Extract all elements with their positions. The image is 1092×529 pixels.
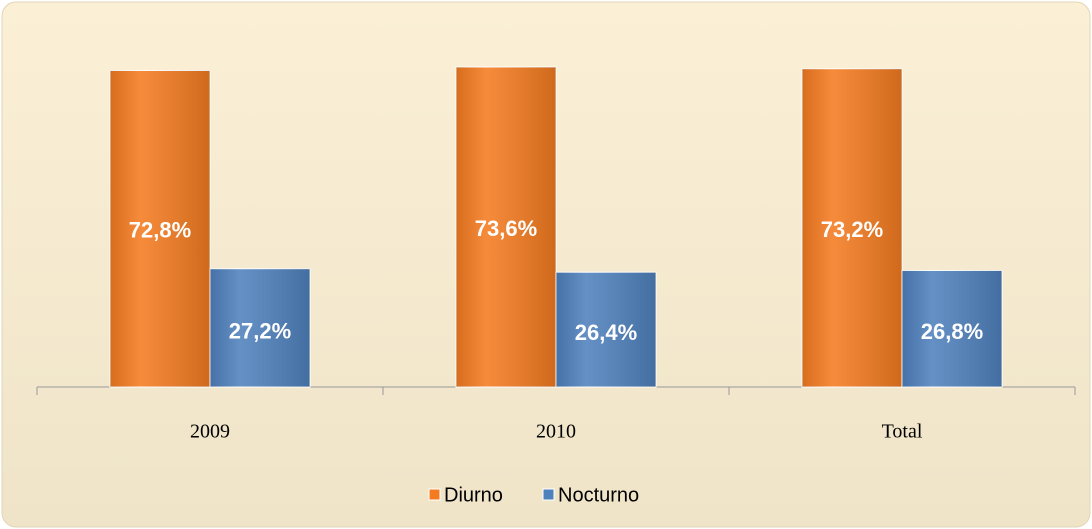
legend-swatch (428, 488, 441, 501)
legend-swatch (542, 488, 555, 501)
x-tick-label: 2009 (190, 421, 230, 443)
data-label: 73,2% (821, 217, 883, 242)
data-label: 26,8% (921, 319, 983, 344)
data-label: 72,8% (129, 218, 191, 243)
legend-label: Diurno (444, 484, 503, 506)
data-label: 73,6% (475, 216, 537, 241)
data-label: 26,4% (575, 320, 637, 345)
x-tick-label: 2010 (536, 421, 576, 443)
x-tick-label: Total (882, 421, 923, 443)
legend-label: Nocturno (558, 484, 639, 506)
data-label: 27,2% (229, 318, 291, 343)
